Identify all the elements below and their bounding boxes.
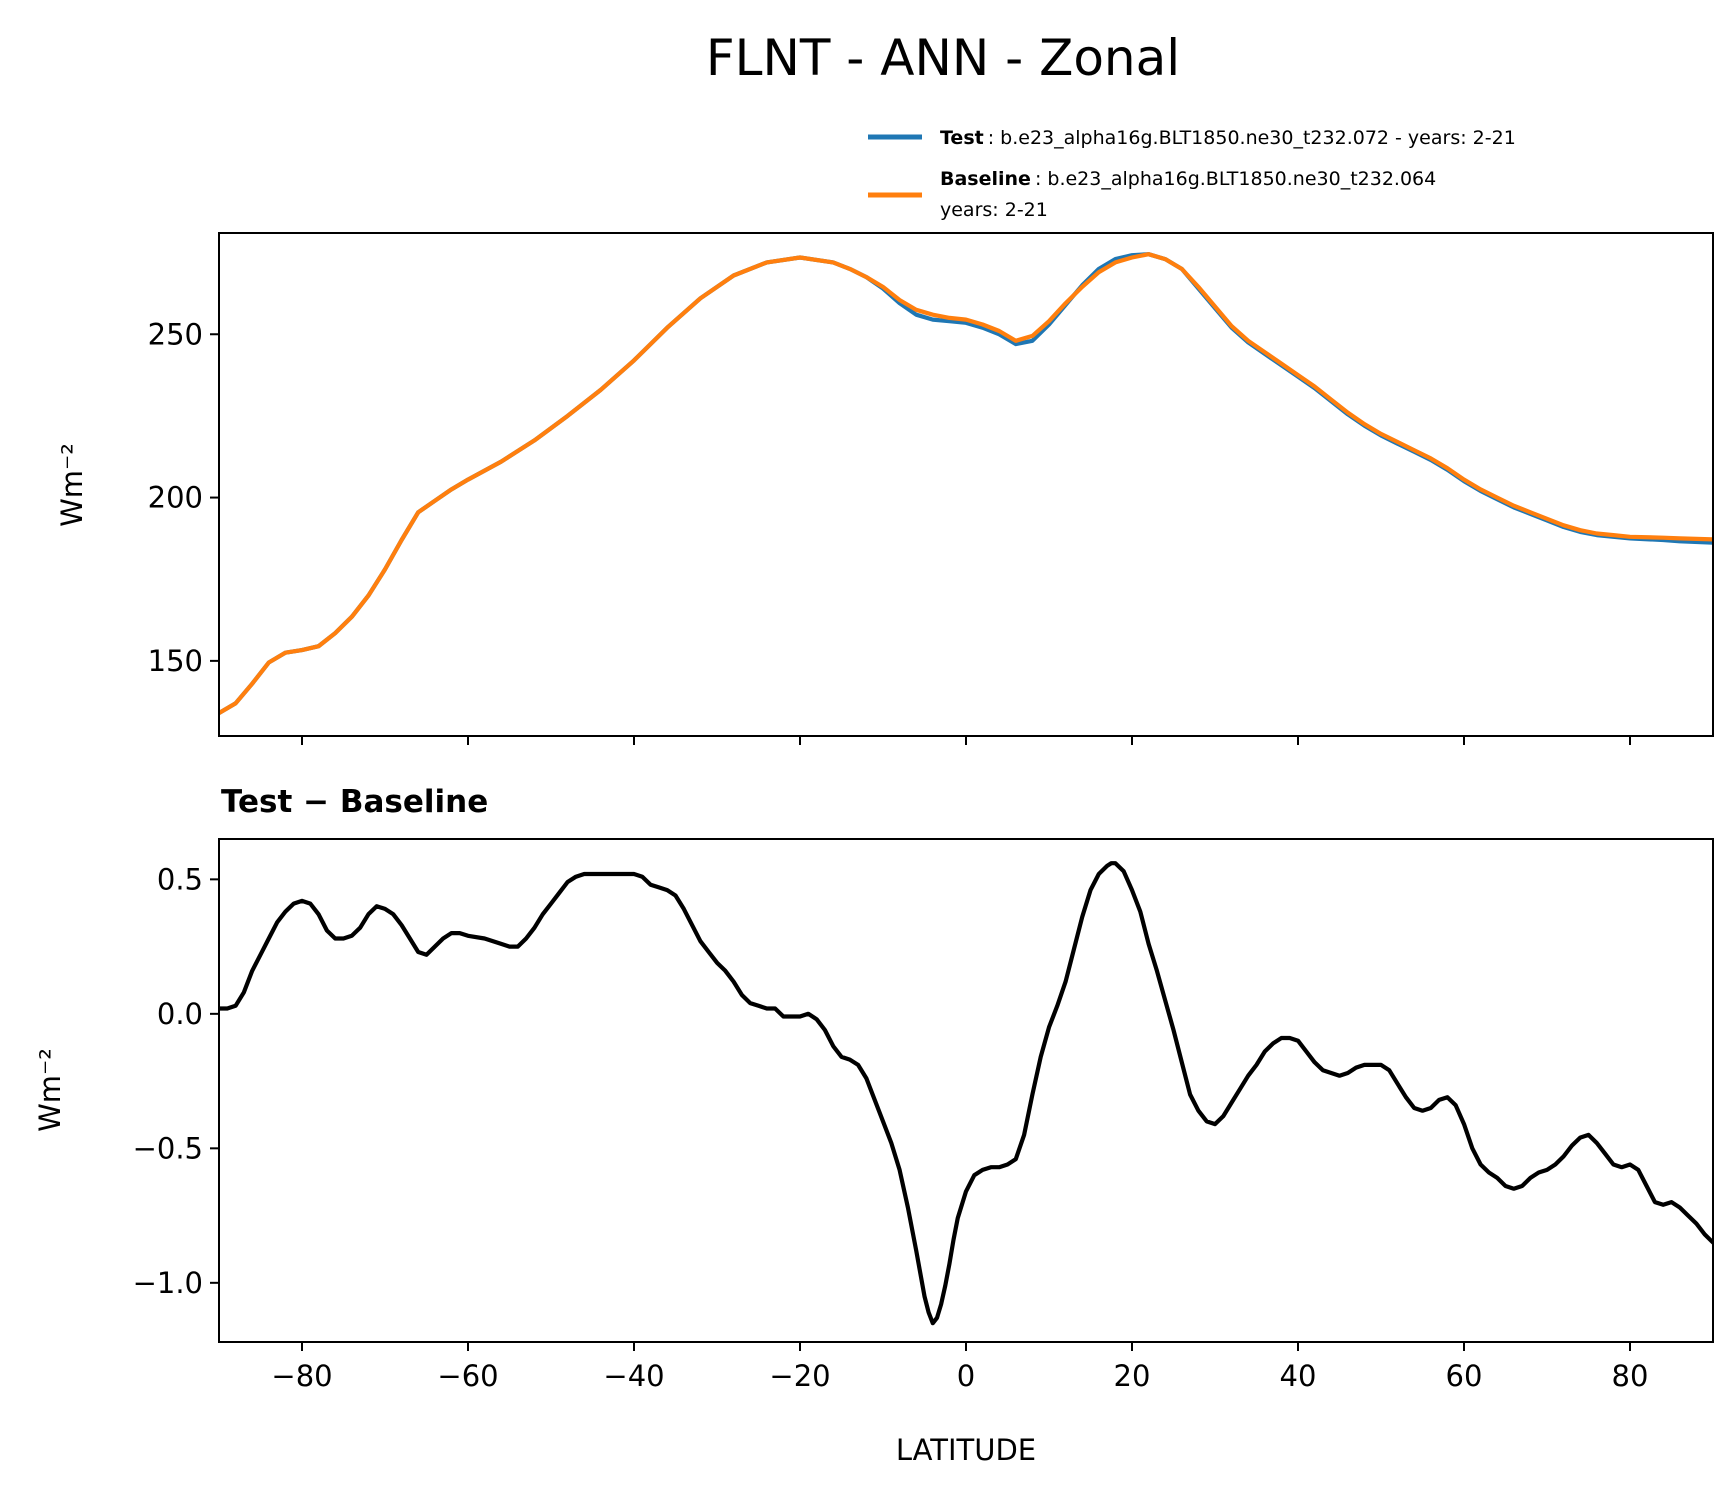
bottom-plot-frame (218, 838, 1714, 1343)
bottom-xtick-label: 60 (1446, 1359, 1483, 1393)
top-ytick-label: 150 (148, 644, 203, 678)
bottom-xtick-label: 80 (1612, 1359, 1649, 1393)
bottom-xtick-label: −40 (603, 1359, 664, 1393)
top-series-group (219, 252, 1713, 716)
top-plot-frame (218, 232, 1714, 737)
top-series-line-baseline (219, 252, 1713, 716)
bottom-xtick-label: 20 (1114, 1359, 1151, 1393)
top-yticks: 150 200 250 (148, 317, 219, 678)
bottom-panel: Test − Baseline −1.0 −0.5 0.0 0.5 −80 −60 −40… (33, 784, 1714, 1467)
bottom-yticks: −1.0 −0.5 0.0 0.5 (133, 862, 219, 1300)
bottom-title: Test − Baseline (221, 784, 488, 820)
bottom-xtick-label: −60 (437, 1359, 498, 1393)
bottom-xlabel: LATITUDE (896, 1433, 1036, 1467)
top-xticks (301, 736, 1631, 745)
legend-baseline-name: Baseline (940, 168, 1031, 190)
top-ytick-label: 250 (148, 317, 203, 351)
bottom-series-group (219, 861, 1713, 1326)
top-ytick-label: 200 (148, 481, 203, 515)
bottom-ylabel: Wm⁻² (33, 1048, 67, 1132)
bottom-ytick-label: 0.0 (157, 997, 203, 1031)
legend-baseline-text: : b.e23_alpha16g.BLT1850.ne30_t232.064 (1035, 168, 1436, 190)
bottom-series-line-0 (219, 861, 1713, 1326)
bottom-xtick-label: −80 (271, 1359, 332, 1393)
bottom-xtick-label: 0 (957, 1359, 975, 1393)
legend-baseline-label: Baseline: b.e23_alpha16g.BLT1850.ne30_t2… (940, 168, 1436, 190)
bottom-xtick-label: 40 (1280, 1359, 1317, 1393)
bottom-xtick-label: −20 (769, 1359, 830, 1393)
legend: Test: b.e23_alpha16g.BLT1850.ne30_t232.0… (868, 127, 1516, 221)
top-ylabel: Wm⁻² (55, 443, 89, 527)
figure-title: FLNT - ANN - Zonal (706, 29, 1180, 87)
bottom-ytick-label: −0.5 (133, 1131, 203, 1165)
bottom-xticks: −80 −60 −40 −20 0 20 40 60 80 (271, 1342, 1648, 1393)
legend-test-text: : b.e23_alpha16g.BLT1850.ne30_t232.072 -… (988, 127, 1516, 149)
legend-test-name: Test (940, 127, 984, 149)
bottom-ytick-label: 0.5 (157, 862, 203, 896)
legend-test-label: Test: b.e23_alpha16g.BLT1850.ne30_t232.0… (940, 127, 1516, 149)
bottom-ytick-label: −1.0 (133, 1266, 203, 1300)
legend-baseline-years: years: 2-21 (940, 199, 1048, 221)
top-panel: 150 200 250 Wm⁻² (55, 232, 1714, 745)
